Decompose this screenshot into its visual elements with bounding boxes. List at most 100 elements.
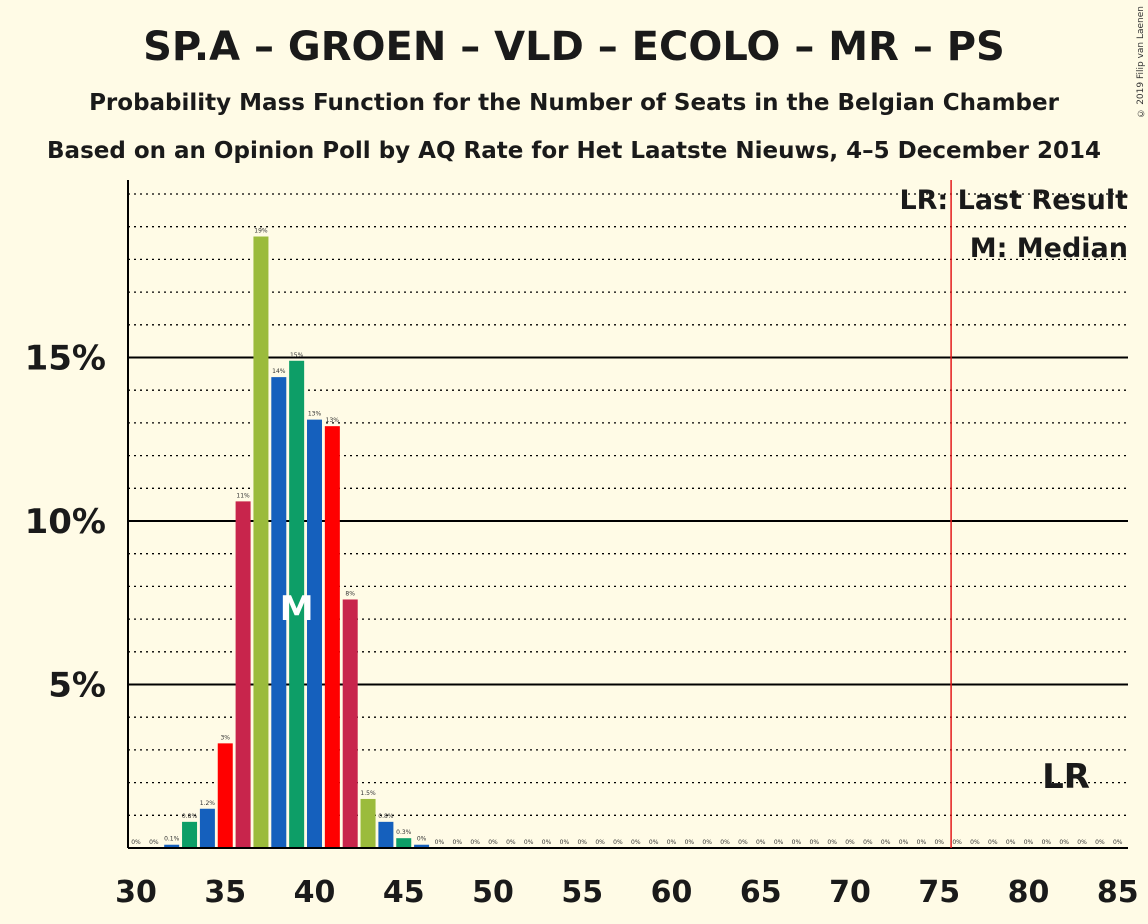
x-tick-label: 40 [294,875,336,910]
data-label-seat-37: 19% [254,228,268,235]
x-tick-label: 85 [1097,875,1139,910]
bar-seat-38 [271,377,287,848]
bar-seat-39 [289,360,305,848]
chart-title: SP.A – GROEN – VLD – ECOLO – MR – PS [143,24,1005,70]
data-label-seat-81: 0% [1042,839,1052,846]
bar-seat-32 [164,844,180,848]
data-label-seat-49: 0% [470,839,480,846]
data-label-seat-77: 0% [970,839,980,846]
data-label-seat-40: 13% [308,411,322,418]
chart-subtitle-2: Based on an Opinion Poll by AQ Rate for … [47,138,1101,164]
data-label-seat-45: 0.3% [396,829,412,836]
overlay: LR M LR: Last Result M: Median [280,180,1128,848]
data-label-seat-82: 0% [1059,839,1069,846]
data-label-seat-73: 0% [899,839,909,846]
data-label-seat-58: 0% [631,839,641,846]
data-label-seat-68: 0% [810,839,820,846]
bar-seat-34 [199,808,215,848]
axes [127,180,1128,849]
data-label-seat-60: 0% [667,839,677,846]
data-label-seat-51: 0% [506,839,516,846]
data-label-seat-65: 0% [756,839,766,846]
data-label-seat-41: 13% [326,417,340,424]
data-label-seat-85: 0% [1113,839,1123,846]
data-label-seat-43: 1.5% [360,790,376,797]
bar-seat-46 [414,844,430,848]
data-label-seat-83: 0% [1077,839,1087,846]
bars [164,236,430,848]
data-label-seat-30: 0% [131,839,141,846]
data-label-seat-39: 15% [290,352,304,359]
legend-last-result: LR: Last Result [899,185,1128,216]
data-label-seat-84: 0% [1095,839,1105,846]
bar-seat-33 [182,821,198,848]
legend-median: M: Median [970,233,1128,264]
data-label-seat-50: 0% [488,839,498,846]
data-label-seat-67: 0% [792,839,802,846]
data-label-seat-56: 0% [595,839,605,846]
x-tick-label: 65 [740,875,782,910]
bar-seat-45 [396,838,412,848]
x-tick-label: 80 [1008,875,1050,910]
data-label-seat-75: 0% [934,839,944,846]
data-label-seat-62: 0% [702,839,712,846]
bar-seat-35 [217,743,233,848]
data-label-seat-32: 0.1% [164,836,180,843]
data-label-seat-72: 0% [881,839,891,846]
y-tick-label: 10% [25,502,106,542]
tick-labels: 5% 10% 15% 30 35 40 45 50 55 60 65 70 75 80 85 [25,339,1139,911]
data-label-seat-48: 0% [453,839,463,846]
data-label-seat-66: 0% [774,839,784,846]
bar-seat-44 [378,821,394,848]
data-label-seat-64: 0% [738,839,748,846]
median-marker: M [280,589,314,629]
data-label-seat-76: 0% [952,839,962,846]
data-label-seat-79: 0% [1006,839,1016,846]
bar-seat-42 [342,599,358,848]
data-label-seat-33: 0.8% [182,813,198,820]
x-tick-label: 35 [204,875,246,910]
y-tick-label: 5% [48,666,106,706]
data-label-seat-38: 14% [272,368,286,375]
data-label-seat-44: 0.8% [378,813,394,820]
data-label-seat-59: 0% [649,839,659,846]
data-label-seat-80: 0% [1024,839,1034,846]
data-label-seat-63: 0% [720,839,730,846]
last-result-marker: LR [1042,757,1090,797]
data-label-seat-35: 3% [220,734,230,741]
data-label-seat-57: 0% [613,839,623,846]
data-label-seat-78: 0% [988,839,998,846]
data-label-seat-31: 0% [149,839,159,846]
x-tick-label: 45 [383,875,425,910]
x-tick-label: 75 [918,875,960,910]
x-tick-label: 55 [561,875,603,910]
data-label-seat-42: 8% [345,590,355,597]
bar-seat-40 [307,419,322,848]
x-tick-label: 70 [829,875,871,910]
data-label-seat-36: 11% [236,492,250,499]
data-label-seat-47: 0% [435,839,445,846]
data-label-seat-53: 0% [542,839,552,846]
data-label-seat-54: 0% [560,839,570,846]
data-label-seat-55: 0% [577,839,587,846]
x-tick-label: 50 [472,875,514,910]
bar-seat-36 [235,501,251,848]
data-label-seat-34: 1.2% [200,800,216,807]
data-label-seat-70: 0% [845,839,855,846]
x-tick-label: 30 [115,875,157,910]
bar-seat-41 [324,426,340,848]
data-labels: 0% 0% 0.1%0.8%1.2%3%11%19%14%15%13%13%8%1.… [131,228,1123,846]
data-label-seat-69: 0% [827,839,837,846]
data-label-seat-71: 0% [863,839,873,846]
bar-seat-37 [253,236,269,848]
bar-seat-43 [360,798,376,848]
data-label-seat-52: 0% [524,839,534,846]
y-tick-label: 15% [25,339,106,379]
chart-subtitle: Probability Mass Function for the Number… [89,90,1059,116]
data-label-seat-46: 0% [417,836,427,843]
data-label-seat-74: 0% [917,839,927,846]
x-tick-label: 60 [651,875,693,910]
data-label-seat-61: 0% [685,839,695,846]
